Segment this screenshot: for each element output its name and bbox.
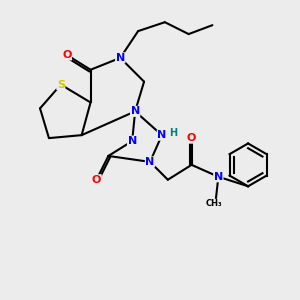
Text: N: N: [116, 53, 125, 63]
Text: O: O: [62, 50, 71, 60]
Text: H: H: [169, 128, 177, 138]
Text: O: O: [187, 133, 196, 143]
Text: CH₃: CH₃: [206, 199, 222, 208]
Text: N: N: [214, 172, 223, 182]
Text: S: S: [57, 80, 65, 90]
Text: N: N: [130, 106, 140, 116]
Text: N: N: [128, 136, 137, 146]
Text: O: O: [92, 175, 101, 185]
Text: N: N: [157, 130, 167, 140]
Text: N: N: [146, 157, 154, 167]
